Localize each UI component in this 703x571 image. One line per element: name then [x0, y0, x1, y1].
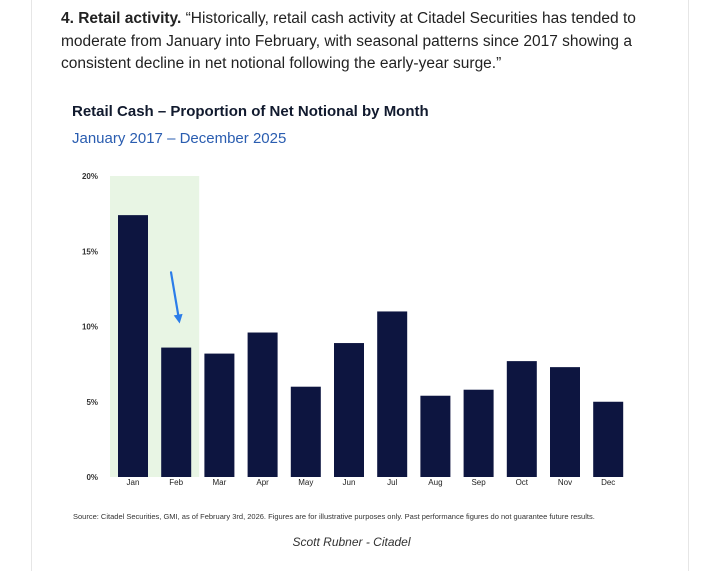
content-border-right	[688, 0, 689, 571]
bar-dec	[593, 401, 624, 477]
bar-jul	[377, 311, 408, 477]
y-tick-label: 0%	[86, 473, 98, 482]
article-paragraph: 4. Retail activity. “Historically, retai…	[61, 8, 671, 76]
x-tick-label: Mar	[213, 478, 227, 487]
x-tick-label: Aug	[428, 478, 442, 487]
y-tick-label: 5%	[86, 398, 98, 407]
paragraph-text: “Historically, retail cash activity at C…	[61, 10, 636, 72]
x-tick-label: May	[298, 478, 313, 487]
bar-jun	[334, 343, 364, 477]
x-tick-label: Feb	[169, 478, 183, 487]
x-tick-label: Sep	[471, 478, 486, 487]
bar-may	[290, 386, 321, 477]
x-tick-label: Jun	[343, 478, 356, 487]
bar-aug	[420, 395, 451, 477]
chart-subtitle: January 2017 – December 2025	[72, 130, 287, 147]
x-tick-label: Jan	[127, 478, 140, 487]
annotation-arrow-head	[173, 313, 183, 324]
bar-sep	[463, 389, 494, 477]
bar-jan	[118, 215, 148, 477]
x-tick-label: Jul	[387, 478, 397, 487]
chart-title: Retail Cash – Proportion of Net Notional…	[72, 103, 429, 120]
bar-mar	[204, 353, 235, 477]
bar-chart: 0% 5% 10% 15% 20% Jan Feb Mar Apr May Jun Jul Aug Sep…	[82, 172, 624, 487]
content-border-left	[31, 0, 32, 571]
bar-nov	[550, 367, 580, 477]
x-tick-label: Nov	[558, 478, 572, 487]
image-caption: Scott Rubner - Citadel	[292, 535, 411, 549]
x-tick-label: Oct	[516, 478, 529, 487]
bar-feb	[161, 347, 192, 477]
source-note: Source: Citadel Securities, GMI, as of F…	[73, 512, 595, 521]
y-tick-label: 15%	[82, 247, 98, 256]
annotation-arrow-shaft	[169, 271, 180, 319]
paragraph-lead: 4. Retail activity.	[61, 10, 182, 27]
bar-oct	[506, 361, 537, 477]
y-tick-label: 20%	[82, 172, 98, 181]
bar-apr	[247, 332, 278, 477]
y-tick-label: 10%	[82, 323, 98, 332]
x-tick-label: Apr	[256, 478, 269, 487]
x-tick-label: Dec	[601, 478, 615, 487]
